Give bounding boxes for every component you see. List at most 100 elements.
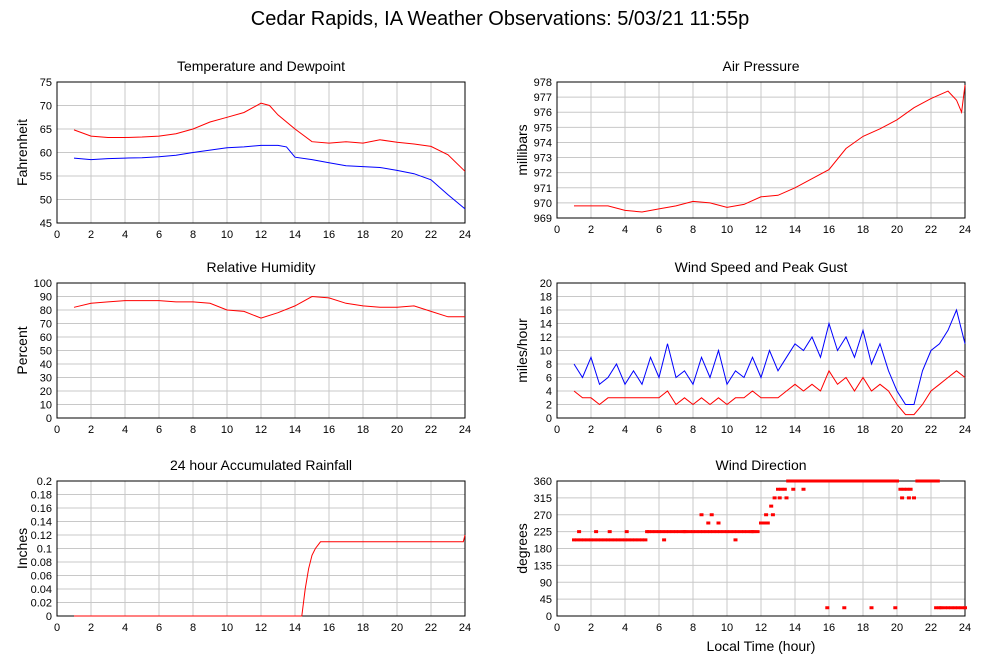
y-tick-label: 6 (546, 373, 552, 385)
x-tick-label: 16 (823, 424, 835, 436)
data-point (640, 538, 644, 542)
x-tick-label: 2 (88, 229, 94, 241)
x-tick-label: 24 (959, 224, 971, 236)
series-line (74, 534, 466, 617)
x-tick-label: 10 (721, 424, 733, 436)
y-tick-label: 360 (534, 476, 552, 488)
data-point (874, 479, 879, 483)
x-tick-label: 24 (459, 424, 471, 436)
y-tick-label: 0.2 (37, 476, 52, 488)
data-point (633, 538, 638, 542)
data-point (847, 479, 852, 483)
y-tick-label: 0 (546, 611, 552, 623)
x-tick-label: 4 (622, 622, 628, 634)
data-point (881, 479, 886, 483)
data-point (833, 479, 838, 483)
y-tick-label: 55 (40, 171, 52, 183)
data-point (779, 487, 784, 491)
data-point (629, 538, 634, 542)
data-point (857, 479, 862, 483)
x-tick-label: 16 (323, 229, 335, 241)
y-axis-label: Inches (14, 528, 30, 569)
y-tick-label: 180 (534, 544, 552, 556)
x-tick-label: 22 (925, 424, 937, 436)
data-point (764, 513, 769, 517)
y-tick-label: 65 (40, 124, 52, 136)
x-tick-label: 12 (255, 229, 267, 241)
y-tick-label: 0.1 (37, 544, 52, 556)
x-tick-label: 8 (190, 424, 196, 436)
data-point (609, 538, 614, 542)
data-point (670, 530, 675, 534)
data-point (864, 479, 869, 483)
data-point (823, 479, 828, 483)
y-tick-label: 80 (40, 305, 52, 317)
series-line (73, 102, 466, 172)
data-point (820, 479, 825, 483)
y-tick-label: 971 (534, 183, 552, 195)
x-tick-label: 0 (554, 424, 560, 436)
data-point (925, 479, 930, 483)
x-tick-label: 4 (122, 424, 128, 436)
data-point (575, 538, 580, 542)
y-tick-label: 14 (540, 319, 552, 331)
y-tick-label: 0.14 (31, 517, 52, 529)
y-tick-label: 976 (534, 107, 552, 119)
y-tick-label: 978 (534, 77, 552, 89)
y-tick-label: 45 (40, 218, 52, 230)
x-tick-label: 14 (289, 622, 301, 634)
data-point (918, 479, 923, 483)
chart-title: Relative Humidity (207, 259, 316, 275)
data-point (789, 479, 794, 483)
x-tick-label: 14 (789, 224, 801, 236)
x-tick-label: 10 (221, 424, 233, 436)
data-point (905, 487, 910, 491)
y-tick-label: 75 (40, 77, 52, 89)
data-point (616, 538, 621, 542)
x-tick-label: 6 (156, 424, 162, 436)
x-tick-label: 18 (357, 229, 369, 241)
data-point (585, 538, 590, 542)
data-point (934, 606, 939, 610)
x-tick-label: 6 (656, 622, 662, 634)
y-tick-label: 0.04 (31, 584, 52, 596)
data-point (721, 530, 726, 534)
data-point (602, 538, 607, 542)
data-point (772, 496, 777, 500)
y-tick-label: 90 (540, 577, 552, 589)
x-tick-label: 4 (122, 229, 128, 241)
plot-frame (556, 480, 966, 617)
y-axis-label: Percent (14, 326, 30, 374)
x-tick-label: 22 (925, 622, 937, 634)
data-point (952, 606, 957, 610)
x-tick-label: 0 (54, 622, 60, 634)
data-point (915, 479, 920, 483)
x-tick-label: 20 (891, 622, 903, 634)
y-tick-label: 0 (546, 413, 552, 425)
data-point (619, 538, 624, 542)
series-line (573, 369, 966, 416)
data-point (770, 513, 775, 517)
data-point (791, 487, 796, 491)
x-tick-label: 8 (690, 622, 696, 634)
data-point (898, 487, 903, 491)
data-point (762, 521, 767, 525)
x-tick-label: 2 (588, 424, 594, 436)
x-tick-label: 18 (857, 224, 869, 236)
y-tick-label: 4 (546, 386, 552, 398)
data-point (667, 530, 672, 534)
data-point (731, 530, 736, 534)
data-point (830, 479, 835, 483)
data-point (901, 487, 906, 491)
data-point (878, 479, 882, 483)
x-tick-label: 22 (425, 622, 437, 634)
x-tick-label: 8 (190, 622, 196, 634)
chart-title: Wind Direction (715, 457, 806, 473)
x-tick-label: 8 (190, 229, 196, 241)
data-point (867, 479, 872, 483)
data-point (842, 606, 847, 610)
x-tick-label: 8 (690, 224, 696, 236)
data-point (895, 479, 899, 483)
y-tick-label: 0 (46, 611, 52, 623)
data-point (929, 479, 933, 483)
